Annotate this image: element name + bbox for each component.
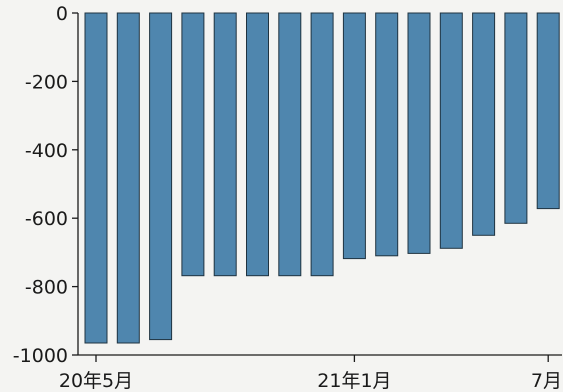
bar [536, 12, 560, 210]
y-tick-label: -200 [25, 71, 68, 93]
x-tick-label: 21年1月 [317, 370, 391, 392]
y-tick-label: -800 [25, 277, 68, 299]
bar [278, 12, 302, 277]
bar [407, 12, 431, 254]
x-tick-label: 7月 [531, 370, 562, 392]
bar [375, 12, 399, 257]
bar [310, 12, 334, 277]
y-tick-label: 0 [56, 3, 68, 25]
bar [213, 12, 237, 277]
x-tick-label: 20年5月 [59, 370, 133, 392]
bar [246, 12, 269, 277]
bar [149, 12, 173, 341]
y-axis: 0 -200 -400 -600 -800 -1000 [13, 3, 79, 367]
x-axis: 20年5月 21年1月 7月 [59, 354, 562, 392]
y-tick-label: -600 [25, 208, 68, 230]
y-tick-label: -400 [25, 140, 68, 162]
bars [84, 12, 560, 344]
y-tick-label: -1000 [13, 345, 68, 367]
bar [342, 12, 366, 260]
bar [439, 12, 463, 249]
bar [181, 12, 205, 277]
bar [472, 12, 496, 236]
bar [84, 12, 108, 344]
bar [504, 12, 528, 224]
bar [116, 12, 140, 344]
